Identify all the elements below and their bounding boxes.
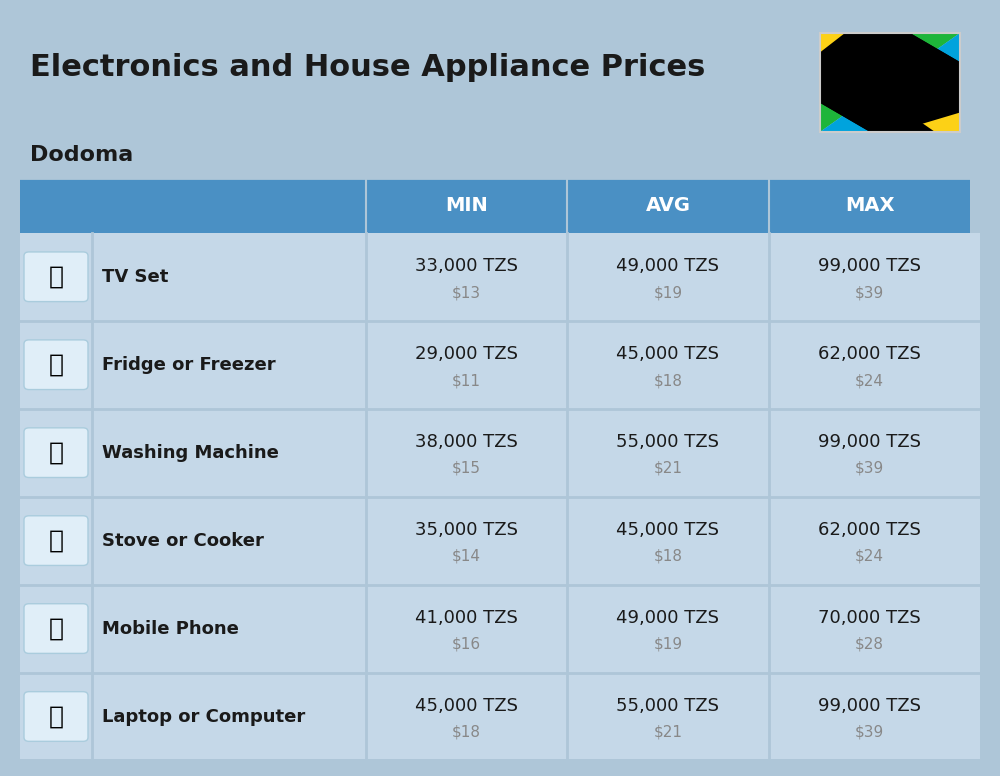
Text: $18: $18 [653,549,682,564]
Text: $24: $24 [855,373,884,388]
Text: $15: $15 [452,461,481,476]
Text: 70,000 TZS: 70,000 TZS [818,609,921,627]
Text: $39: $39 [855,461,884,476]
Text: MIN: MIN [445,196,488,215]
Text: Mobile Phone: Mobile Phone [102,619,239,638]
Text: 💻: 💻 [48,705,64,729]
Text: MAX: MAX [845,196,894,215]
Text: 99,000 TZS: 99,000 TZS [818,697,921,715]
Text: 📺: 📺 [48,265,64,289]
Text: 41,000 TZS: 41,000 TZS [415,609,518,627]
FancyBboxPatch shape [24,428,88,477]
Text: $19: $19 [653,637,683,652]
Text: $21: $21 [653,725,682,740]
Text: Stove or Cooker: Stove or Cooker [102,532,264,549]
Text: 62,000 TZS: 62,000 TZS [818,521,921,539]
Text: 29,000 TZS: 29,000 TZS [415,345,518,363]
Bar [769,178,970,233]
Polygon shape [820,33,960,132]
Text: $28: $28 [855,637,884,652]
Text: 49,000 TZS: 49,000 TZS [616,609,719,627]
Bar [20,584,980,673]
Polygon shape [820,33,960,132]
Text: Laptop or Computer: Laptop or Computer [102,708,305,726]
Text: $21: $21 [653,461,682,476]
Text: 55,000 TZS: 55,000 TZS [616,433,719,451]
Text: $13: $13 [452,285,481,300]
Polygon shape [820,33,960,132]
FancyBboxPatch shape [24,516,88,566]
Text: Washing Machine: Washing Machine [102,444,279,462]
Text: $14: $14 [452,549,481,564]
Text: $39: $39 [855,285,884,300]
Polygon shape [820,33,960,132]
Text: 38,000 TZS: 38,000 TZS [415,433,518,451]
Text: 🧹: 🧹 [48,441,64,465]
Text: 33,000 TZS: 33,000 TZS [415,257,518,275]
Bar [20,409,980,497]
Bar [567,178,769,233]
Bar [20,320,980,409]
Text: 99,000 TZS: 99,000 TZS [818,433,921,451]
Polygon shape [820,33,960,132]
Text: $18: $18 [653,373,682,388]
Text: 35,000 TZS: 35,000 TZS [415,521,518,539]
FancyBboxPatch shape [24,252,88,302]
FancyBboxPatch shape [24,604,88,653]
Text: $19: $19 [653,285,683,300]
Text: $24: $24 [855,549,884,564]
Text: 62,000 TZS: 62,000 TZS [818,345,921,363]
Text: 45,000 TZS: 45,000 TZS [616,345,719,363]
Bar [20,233,980,320]
FancyBboxPatch shape [24,691,88,741]
Text: 55,000 TZS: 55,000 TZS [616,697,719,715]
Bar [20,178,366,233]
Text: AVG: AVG [645,196,690,215]
Text: $39: $39 [855,725,884,740]
Text: 49,000 TZS: 49,000 TZS [616,257,719,275]
Text: 45,000 TZS: 45,000 TZS [415,697,518,715]
Text: 🔥: 🔥 [48,528,64,553]
Text: $18: $18 [452,725,481,740]
Bar [20,673,980,760]
Text: 📱: 📱 [48,617,64,640]
Text: 📦: 📦 [48,353,64,376]
Text: Dodoma: Dodoma [30,145,133,165]
FancyBboxPatch shape [24,340,88,390]
Text: Fridge or Freezer: Fridge or Freezer [102,355,276,374]
Text: 99,000 TZS: 99,000 TZS [818,257,921,275]
Bar [366,178,567,233]
Bar [820,33,960,132]
Bar [20,497,980,584]
Text: TV Set: TV Set [102,268,168,286]
Text: $11: $11 [452,373,481,388]
Text: $16: $16 [452,637,481,652]
Text: 45,000 TZS: 45,000 TZS [616,521,719,539]
Text: Electronics and House Appliance Prices: Electronics and House Appliance Prices [30,54,705,82]
